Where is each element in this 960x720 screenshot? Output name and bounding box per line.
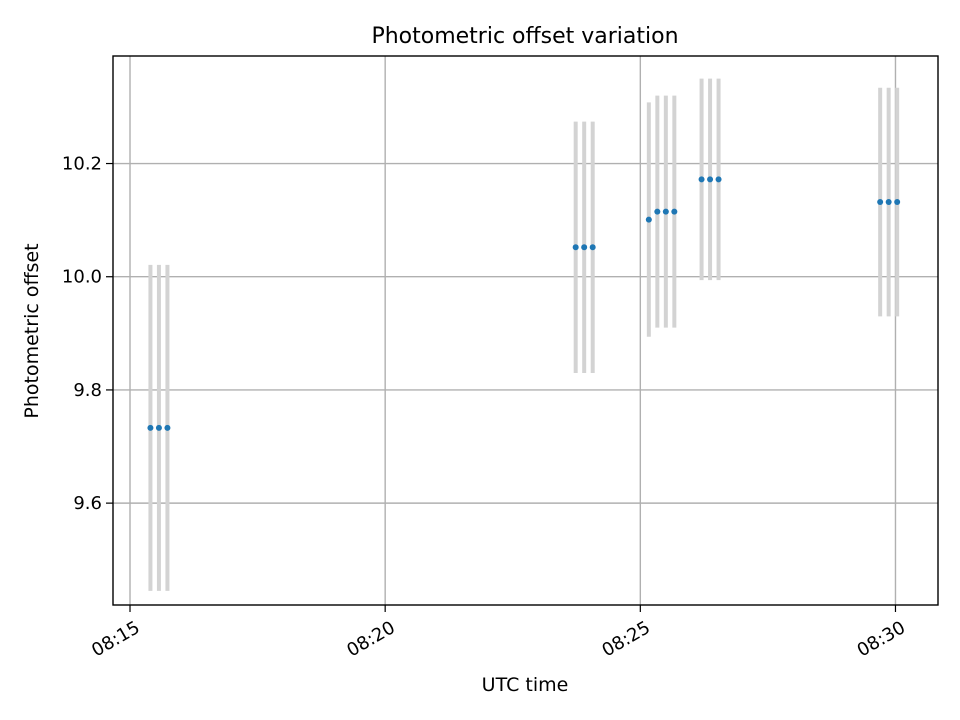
y-tick-label: 9.8 [73,380,102,401]
chart-title: Photometric offset variation [371,24,678,49]
y-tick-label: 10.0 [62,267,102,288]
data-points [147,176,901,431]
y-axis-ticks: 9.6 9.8 10.0 10.2 [62,154,113,514]
grid [113,56,938,605]
y-axis-label: Photometric offset [21,243,43,418]
data-point [654,208,661,215]
data-point [581,244,588,251]
x-axis-label: UTC time [482,674,569,696]
data-point [572,244,579,251]
data-point [877,199,884,206]
data-point [707,176,714,183]
x-tick-label: 08:25 [598,617,653,661]
data-point [147,424,154,431]
data-point [671,208,678,215]
data-point [589,244,596,251]
data-point [698,176,705,183]
y-tick-label: 10.2 [62,154,102,175]
data-point [645,216,652,223]
data-point [164,424,171,431]
y-tick-label: 9.6 [73,493,102,514]
x-tick-label: 08:30 [854,617,909,661]
error-bars [148,78,900,591]
x-tick-label: 08:15 [88,617,143,661]
data-point [715,176,722,183]
data-point [885,199,892,206]
plot-frame [112,55,939,606]
data-point [155,424,162,431]
data-point [662,208,669,215]
data-point [894,199,901,206]
x-tick-label: 08:20 [343,617,398,661]
x-axis-ticks: 08:15 08:20 08:25 08:30 [88,605,909,661]
